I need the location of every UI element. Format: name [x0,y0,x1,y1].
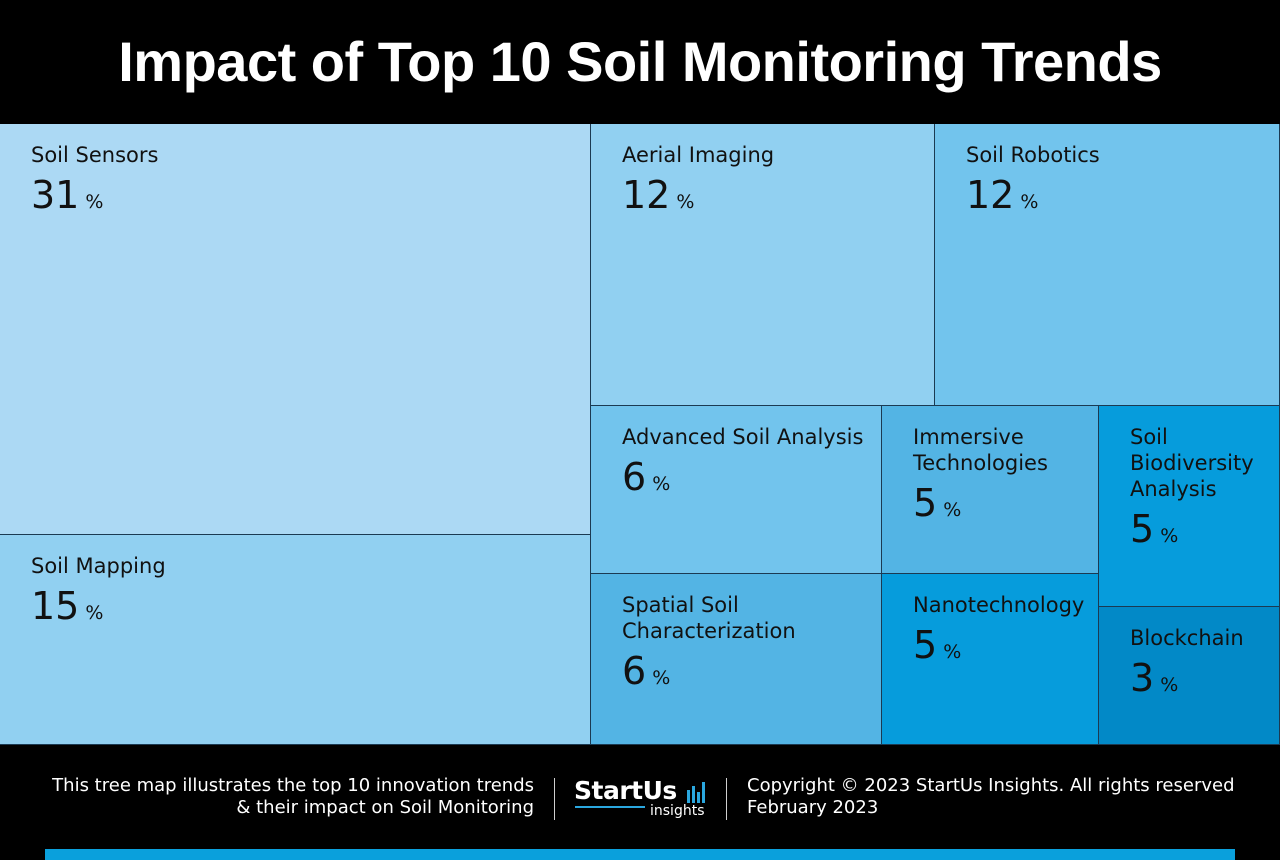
treemap-tile-aerial-imaging: Aerial Imaging 12% [591,124,935,406]
tile-name: Nanotechnology [913,593,1085,617]
treemap-tile-soil-mapping: Soil Mapping 15% [0,535,591,745]
tile-value-unit: % [85,602,104,624]
tile-value-unit: % [652,473,671,495]
tile-value-unit: % [85,191,104,213]
tile-value-number: 5 [1130,507,1155,551]
tile-name: Spatial Soil Characterization [622,593,796,643]
tile-name: Soil Mapping [31,554,166,578]
tile-label: Soil Robotics 12% [966,142,1269,225]
tile-name: Soil Robotics [966,143,1100,167]
logo-underline [575,806,645,808]
tile-value: 6% [622,648,871,701]
treemap: Soil Sensors 31% Soil Mapping 15% Aerial Ima… [0,124,1280,745]
copyright-text: Copyright © 2023 StartUs Insights. All r… [747,775,1235,796]
tile-value-number: 12 [622,173,671,217]
footer-description-line-1: This tree map illustrates the top 10 inn… [52,775,534,796]
footer-description: This tree map illustrates the top 10 inn… [40,775,534,819]
tile-value: 12% [966,172,1269,225]
footer-copyright-block: Copyright © 2023 StartUs Insights. All r… [747,775,1247,819]
tile-value-number: 15 [31,584,80,628]
tile-name: Aerial Imaging [622,143,775,167]
tile-label: Soil Mapping 15% [31,553,580,636]
tile-name: Soil Biodiversity Analysis [1130,425,1254,501]
tile-value-unit: % [676,191,695,213]
tile-label: Nanotechnology 5% [913,592,1088,675]
tile-value: 3% [1130,655,1269,708]
tile-value: 5% [913,622,1088,675]
tile-label: Spatial Soil Characterization 6% [622,592,871,701]
treemap-tile-soil-sensors: Soil Sensors 31% [0,124,591,535]
tile-value-unit: % [943,499,962,521]
tile-label: Soil Sensors 31% [31,142,580,225]
tile-value: 6% [622,454,871,507]
tile-label: Blockchain 3% [1130,625,1269,708]
tile-name: Advanced Soil Analysis [622,425,864,449]
treemap-tile-advanced-soil-analysis: Advanced Soil Analysis 6% [591,406,882,574]
tile-value-number: 5 [913,481,938,525]
tile-name: Soil Sensors [31,143,159,167]
footer-divider-right [726,778,727,820]
treemap-tile-soil-robotics: Soil Robotics 12% [935,124,1280,406]
tile-name: Blockchain [1130,626,1244,650]
tile-value-unit: % [943,641,962,663]
tile-value: 5% [1130,506,1269,559]
footer-description-line-2: & their impact on Soil Monitoring [236,797,534,818]
publication-date: February 2023 [747,797,879,818]
tile-label: Soil Biodiversity Analysis 5% [1130,424,1269,559]
tile-value-number: 6 [622,455,647,499]
treemap-tile-soil-biodiversity-analysis: Soil Biodiversity Analysis 5% [1099,406,1280,607]
tile-value: 5% [913,480,1088,533]
tile-value-unit: % [652,667,671,689]
treemap-tile-immersive-technologies: Immersive Technologies 5% [882,406,1099,574]
logo-wordmark: StartUs [574,776,677,805]
tile-value-unit: % [1020,191,1039,213]
treemap-tile-spatial-soil-characterization: Spatial Soil Characterization 6% [591,574,882,745]
bar-chart-icon [687,782,705,803]
startus-logo: StartUs insights [574,776,714,822]
tile-value: 12% [622,172,924,225]
tile-name: Immersive Technologies [913,425,1048,475]
tile-label: Immersive Technologies 5% [913,424,1088,533]
treemap-tile-blockchain: Blockchain 3% [1099,607,1280,745]
footer [0,745,1280,860]
footer-divider-left [554,778,555,820]
tile-value: 15% [31,583,580,636]
tile-label: Advanced Soil Analysis 6% [622,424,871,507]
tile-value: 31% [31,172,580,225]
accent-bar [45,849,1235,860]
tile-value-unit: % [1160,674,1179,696]
chart-title: Impact of Top 10 Soil Monitoring Trends [118,29,1162,93]
tile-value-number: 12 [966,173,1015,217]
logo-subtitle: insights [650,803,705,819]
tile-value-number: 6 [622,649,647,693]
treemap-tile-nanotechnology: Nanotechnology 5% [882,574,1099,745]
tile-value-unit: % [1160,525,1179,547]
tile-label: Aerial Imaging 12% [622,142,924,225]
tile-value-number: 31 [31,173,80,217]
tile-value-number: 5 [913,623,938,667]
tile-value-number: 3 [1130,656,1155,700]
